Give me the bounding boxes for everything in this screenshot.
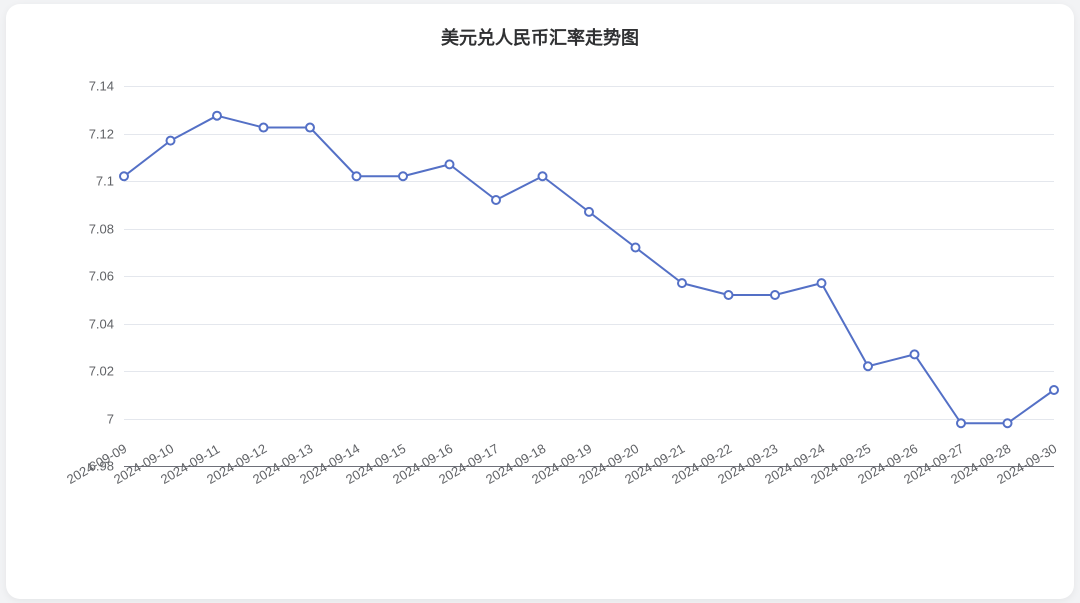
data-point[interactable] — [353, 172, 361, 180]
data-point[interactable] — [1004, 419, 1012, 427]
y-tick-label: 7.12 — [89, 126, 124, 141]
data-point[interactable] — [399, 172, 407, 180]
data-point[interactable] — [167, 137, 175, 145]
chart-plot-area: 6.9877.027.047.067.087.17.127.142024-09-… — [124, 86, 1054, 466]
line-series — [124, 86, 1054, 466]
data-point[interactable] — [678, 279, 686, 287]
data-point[interactable] — [725, 291, 733, 299]
y-tick-label: 7.14 — [89, 79, 124, 94]
y-tick-label: 7.04 — [89, 316, 124, 331]
series-line — [124, 116, 1054, 424]
data-point[interactable] — [771, 291, 779, 299]
data-point[interactable] — [260, 124, 268, 132]
data-point[interactable] — [1050, 386, 1058, 394]
chart-title: 美元兑人民币汇率走势图 — [6, 24, 1074, 50]
data-point[interactable] — [306, 124, 314, 132]
data-point[interactable] — [539, 172, 547, 180]
data-point[interactable] — [492, 196, 500, 204]
data-point[interactable] — [864, 362, 872, 370]
data-point[interactable] — [585, 208, 593, 216]
y-tick-label: 7 — [107, 411, 124, 426]
y-tick-label: 7.08 — [89, 221, 124, 236]
data-point[interactable] — [213, 112, 221, 120]
data-point[interactable] — [957, 419, 965, 427]
y-tick-label: 7.06 — [89, 269, 124, 284]
data-point[interactable] — [911, 350, 919, 358]
y-tick-label: 7.02 — [89, 364, 124, 379]
data-point[interactable] — [446, 160, 454, 168]
chart-card: 美元兑人民币汇率走势图 6.9877.027.047.067.087.17.12… — [6, 4, 1074, 599]
data-point[interactable] — [818, 279, 826, 287]
data-point[interactable] — [632, 244, 640, 252]
data-point[interactable] — [120, 172, 128, 180]
